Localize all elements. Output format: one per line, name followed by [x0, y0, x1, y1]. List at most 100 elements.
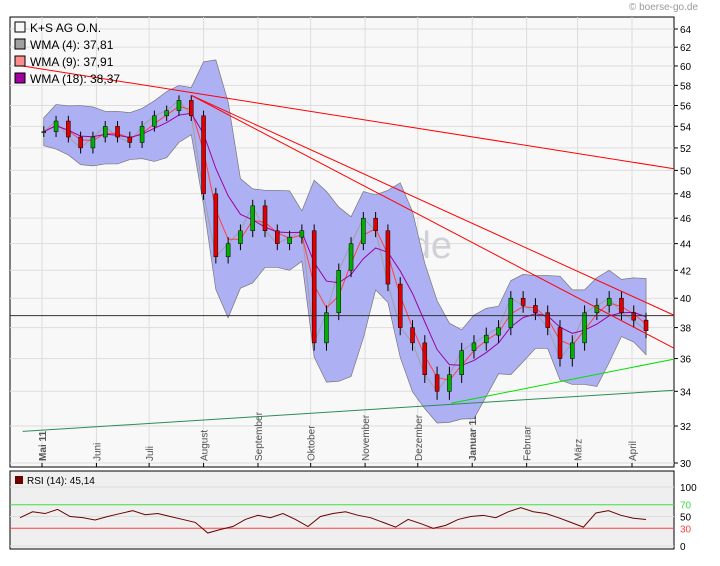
candle	[336, 270, 342, 313]
rsi-tick-label: 50	[680, 513, 692, 524]
candle	[250, 205, 255, 232]
x-tick-label: Februar	[523, 425, 534, 461]
x-tick-label: Oktober	[307, 425, 318, 461]
candle	[90, 136, 96, 149]
candle	[299, 230, 305, 238]
candle	[484, 334, 489, 344]
y-tick-label: 42	[680, 266, 692, 277]
candle	[373, 217, 378, 232]
candle	[570, 342, 575, 359]
candle	[238, 230, 243, 244]
y-tick-label: 34	[680, 387, 692, 398]
legend-swatch	[14, 72, 26, 84]
x-tick-label: Juni	[92, 443, 103, 461]
rsi-legend-label: RSI (14): 45,14	[27, 476, 95, 487]
rsi-line	[19, 507, 647, 534]
candle	[225, 243, 231, 258]
brand-label: © boerse-go.de	[628, 2, 698, 13]
candle	[619, 297, 624, 313]
candle	[78, 136, 83, 149]
x-tick-label: September	[254, 411, 265, 461]
y-tick-label: 54	[680, 122, 692, 133]
x-tick-label: Dezember	[414, 414, 425, 461]
candle	[397, 283, 403, 328]
candle	[606, 297, 612, 306]
y-tick-label: 44	[680, 240, 692, 251]
candle	[557, 327, 563, 359]
rsi-tick-label: 70	[680, 501, 692, 512]
candle	[41, 131, 47, 133]
candle	[496, 327, 501, 336]
candle	[287, 236, 292, 244]
legend-label: WMA (9): 37,91	[30, 55, 114, 69]
rsi-panel	[9, 470, 675, 550]
rsi-tick-label: 0	[680, 542, 686, 553]
trend-line	[22, 389, 675, 432]
candle	[361, 217, 366, 244]
y-tick-label: 50	[680, 166, 692, 177]
x-tick-label: November	[361, 414, 372, 461]
candle	[189, 100, 194, 117]
candle	[102, 126, 108, 138]
legend-swatch	[14, 21, 26, 33]
candle	[582, 312, 587, 344]
candle	[422, 342, 428, 375]
y-tick-label: 60	[680, 62, 692, 73]
candle	[213, 193, 219, 258]
candle	[459, 350, 464, 375]
y-tick-label: 58	[680, 81, 692, 92]
y-tick-label: 38	[680, 324, 692, 335]
candle	[410, 327, 415, 344]
rsi-tick-label: 100	[680, 483, 697, 494]
candle	[447, 374, 452, 392]
y-tick-label: 46	[680, 214, 692, 225]
candle	[275, 230, 280, 244]
x-tick-label: April	[628, 441, 639, 461]
x-tick-label: März	[574, 439, 585, 461]
legend-label: WMA (4): 37,81	[30, 38, 114, 52]
y-tick-label: 62	[680, 43, 692, 54]
y-tick-label: 64	[680, 25, 692, 36]
bollinger-band	[43, 59, 647, 424]
y-tick-label: 40	[680, 294, 692, 305]
candle	[152, 115, 157, 127]
candle	[471, 342, 477, 351]
candle	[139, 126, 145, 143]
candle	[434, 374, 440, 392]
x-tick-label: Juli	[145, 446, 156, 461]
legend-label: K+S AG O.N.	[30, 21, 101, 35]
candle	[53, 120, 59, 132]
x-tick-label: Januar 12	[468, 414, 479, 461]
candle	[176, 100, 182, 111]
candle	[508, 297, 514, 328]
rsi-legend-swatch	[15, 476, 23, 484]
candle	[127, 136, 133, 143]
y-tick-label: 32	[680, 422, 692, 433]
y-tick-label: 52	[680, 144, 692, 155]
candle	[533, 305, 538, 313]
y-tick-label: 56	[680, 101, 692, 112]
x-tick-label: Mai 11	[38, 431, 49, 461]
y-tick-label: 36	[680, 355, 692, 366]
legend-swatch	[14, 38, 26, 50]
candle	[324, 312, 329, 344]
y-tick-label: 30	[680, 459, 692, 470]
candle	[115, 126, 120, 138]
candle	[643, 319, 649, 331]
candle	[545, 312, 550, 328]
candle	[262, 205, 268, 232]
candle	[520, 297, 526, 306]
candle	[66, 120, 71, 138]
candle	[311, 230, 317, 344]
trend-line	[22, 65, 675, 170]
trend-line	[191, 94, 675, 349]
candle	[164, 110, 169, 117]
trend-line	[191, 94, 675, 316]
candle	[201, 115, 206, 195]
candle	[631, 312, 637, 321]
candle	[385, 230, 391, 285]
candle	[348, 243, 354, 271]
trend-line	[451, 358, 675, 404]
y-tick-label: 48	[680, 190, 692, 201]
